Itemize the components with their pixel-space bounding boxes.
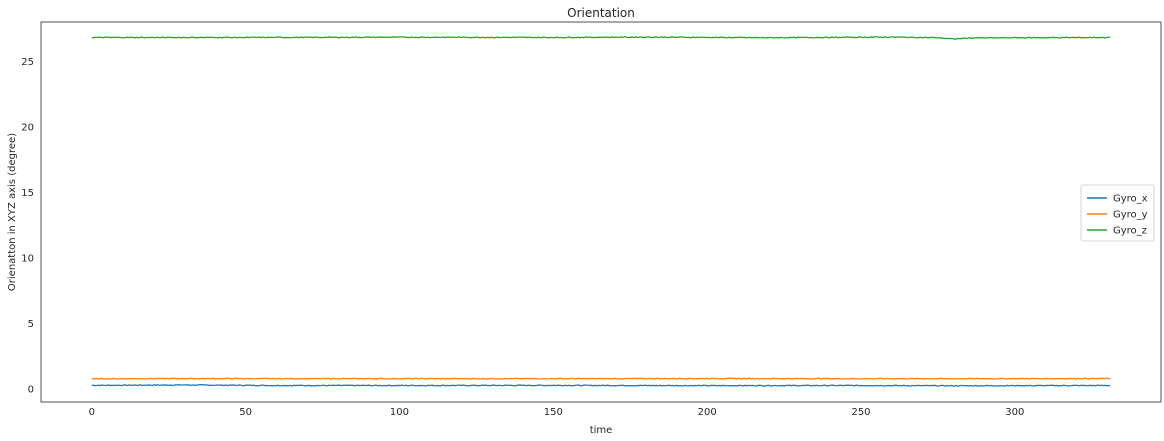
y-tick-label: 25 <box>21 57 34 68</box>
legend-label: Gyro_x <box>1113 194 1148 205</box>
x-tick-label: 200 <box>698 407 717 418</box>
x-tick-label: 250 <box>851 407 870 418</box>
legend: Gyro_x Gyro_y Gyro_z <box>1080 184 1155 242</box>
y-tick-labels: 0 5 10 15 20 25 <box>21 57 34 396</box>
x-axis-label: time <box>590 425 613 436</box>
y-tick-label: 0 <box>28 384 34 395</box>
series-line-gyro-z <box>91 36 1111 40</box>
y-axis-label: Orienatton in XYZ axis (degree) <box>7 133 18 291</box>
x-tick-label: 0 <box>89 407 95 418</box>
series-line-gyro-y <box>91 377 1111 380</box>
chart-title: Orientation <box>567 6 635 20</box>
legend-box <box>1080 184 1155 242</box>
x-tick-label: 50 <box>239 407 252 418</box>
legend-label: Gyro_y <box>1113 210 1148 221</box>
plot-frame <box>40 21 1162 403</box>
y-tick-label: 15 <box>21 188 34 199</box>
legend-label: Gyro_z <box>1113 226 1147 237</box>
x-tick-labels: 0 50 100 150 200 250 300 <box>89 407 1025 418</box>
x-tick-label: 150 <box>544 407 563 418</box>
y-tick-label: 5 <box>28 319 34 330</box>
x-tick-label: 100 <box>390 407 409 418</box>
y-tick-label: 20 <box>21 122 34 133</box>
series-line-gyro-x <box>91 383 1111 387</box>
y-tick-label: 10 <box>21 253 34 264</box>
x-tick-label: 300 <box>1005 407 1024 418</box>
plot-series <box>91 36 1111 387</box>
